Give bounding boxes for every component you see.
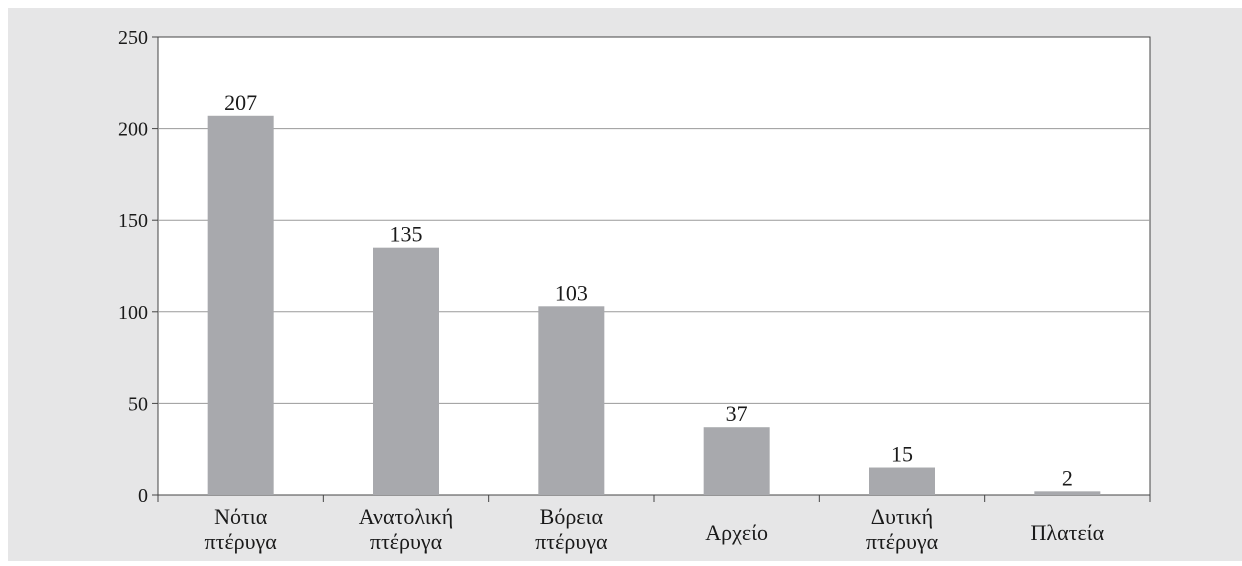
bar bbox=[703, 427, 770, 495]
chart-frame: 207 135 103 37 15 2 0 50 100 150 200 250 Νότια πτέρ… bbox=[8, 8, 1242, 561]
category-label: Βόρεια bbox=[540, 504, 604, 529]
y-axis: 0 50 100 150 200 250 bbox=[118, 27, 158, 507]
category-label: πτέρυγα bbox=[205, 529, 278, 554]
data-label: 37 bbox=[726, 401, 748, 426]
bar bbox=[373, 247, 439, 495]
bar bbox=[207, 115, 274, 495]
bar bbox=[1034, 491, 1101, 495]
gridlines bbox=[158, 128, 1150, 404]
bar bbox=[538, 306, 605, 495]
category-label: Δυτική bbox=[871, 504, 933, 529]
data-label: 15 bbox=[891, 442, 913, 467]
plot-area bbox=[157, 36, 1151, 496]
y-tick-label: 250 bbox=[118, 27, 148, 49]
data-labels: 207 135 103 37 15 2 bbox=[224, 90, 1073, 491]
y-tick-label: 50 bbox=[128, 393, 148, 415]
category-label: Αρχείο bbox=[705, 520, 768, 545]
data-label: 135 bbox=[390, 222, 423, 247]
category-label: Νότια bbox=[214, 504, 268, 529]
data-label: 2 bbox=[1062, 465, 1073, 490]
category-label: Ανατολική bbox=[359, 504, 453, 529]
y-tick-label: 200 bbox=[118, 119, 148, 141]
category-label: πτέρυγα bbox=[535, 529, 608, 554]
data-label: 207 bbox=[224, 90, 257, 115]
y-tick-label: 0 bbox=[138, 485, 148, 507]
data-label: 103 bbox=[555, 280, 588, 305]
y-tick-label: 100 bbox=[118, 302, 148, 324]
x-axis: ΝότιαπτέρυγαΑνατολικήπτέρυγαΒόρειαπτέρυγ… bbox=[157, 495, 1151, 554]
y-tick-label: 150 bbox=[118, 210, 148, 232]
category-label: πτέρυγα bbox=[370, 529, 443, 554]
bars bbox=[207, 115, 1101, 495]
category-label: πτέρυγα bbox=[866, 529, 939, 554]
bar bbox=[869, 467, 935, 495]
category-label: Πλατεία bbox=[1031, 520, 1105, 545]
